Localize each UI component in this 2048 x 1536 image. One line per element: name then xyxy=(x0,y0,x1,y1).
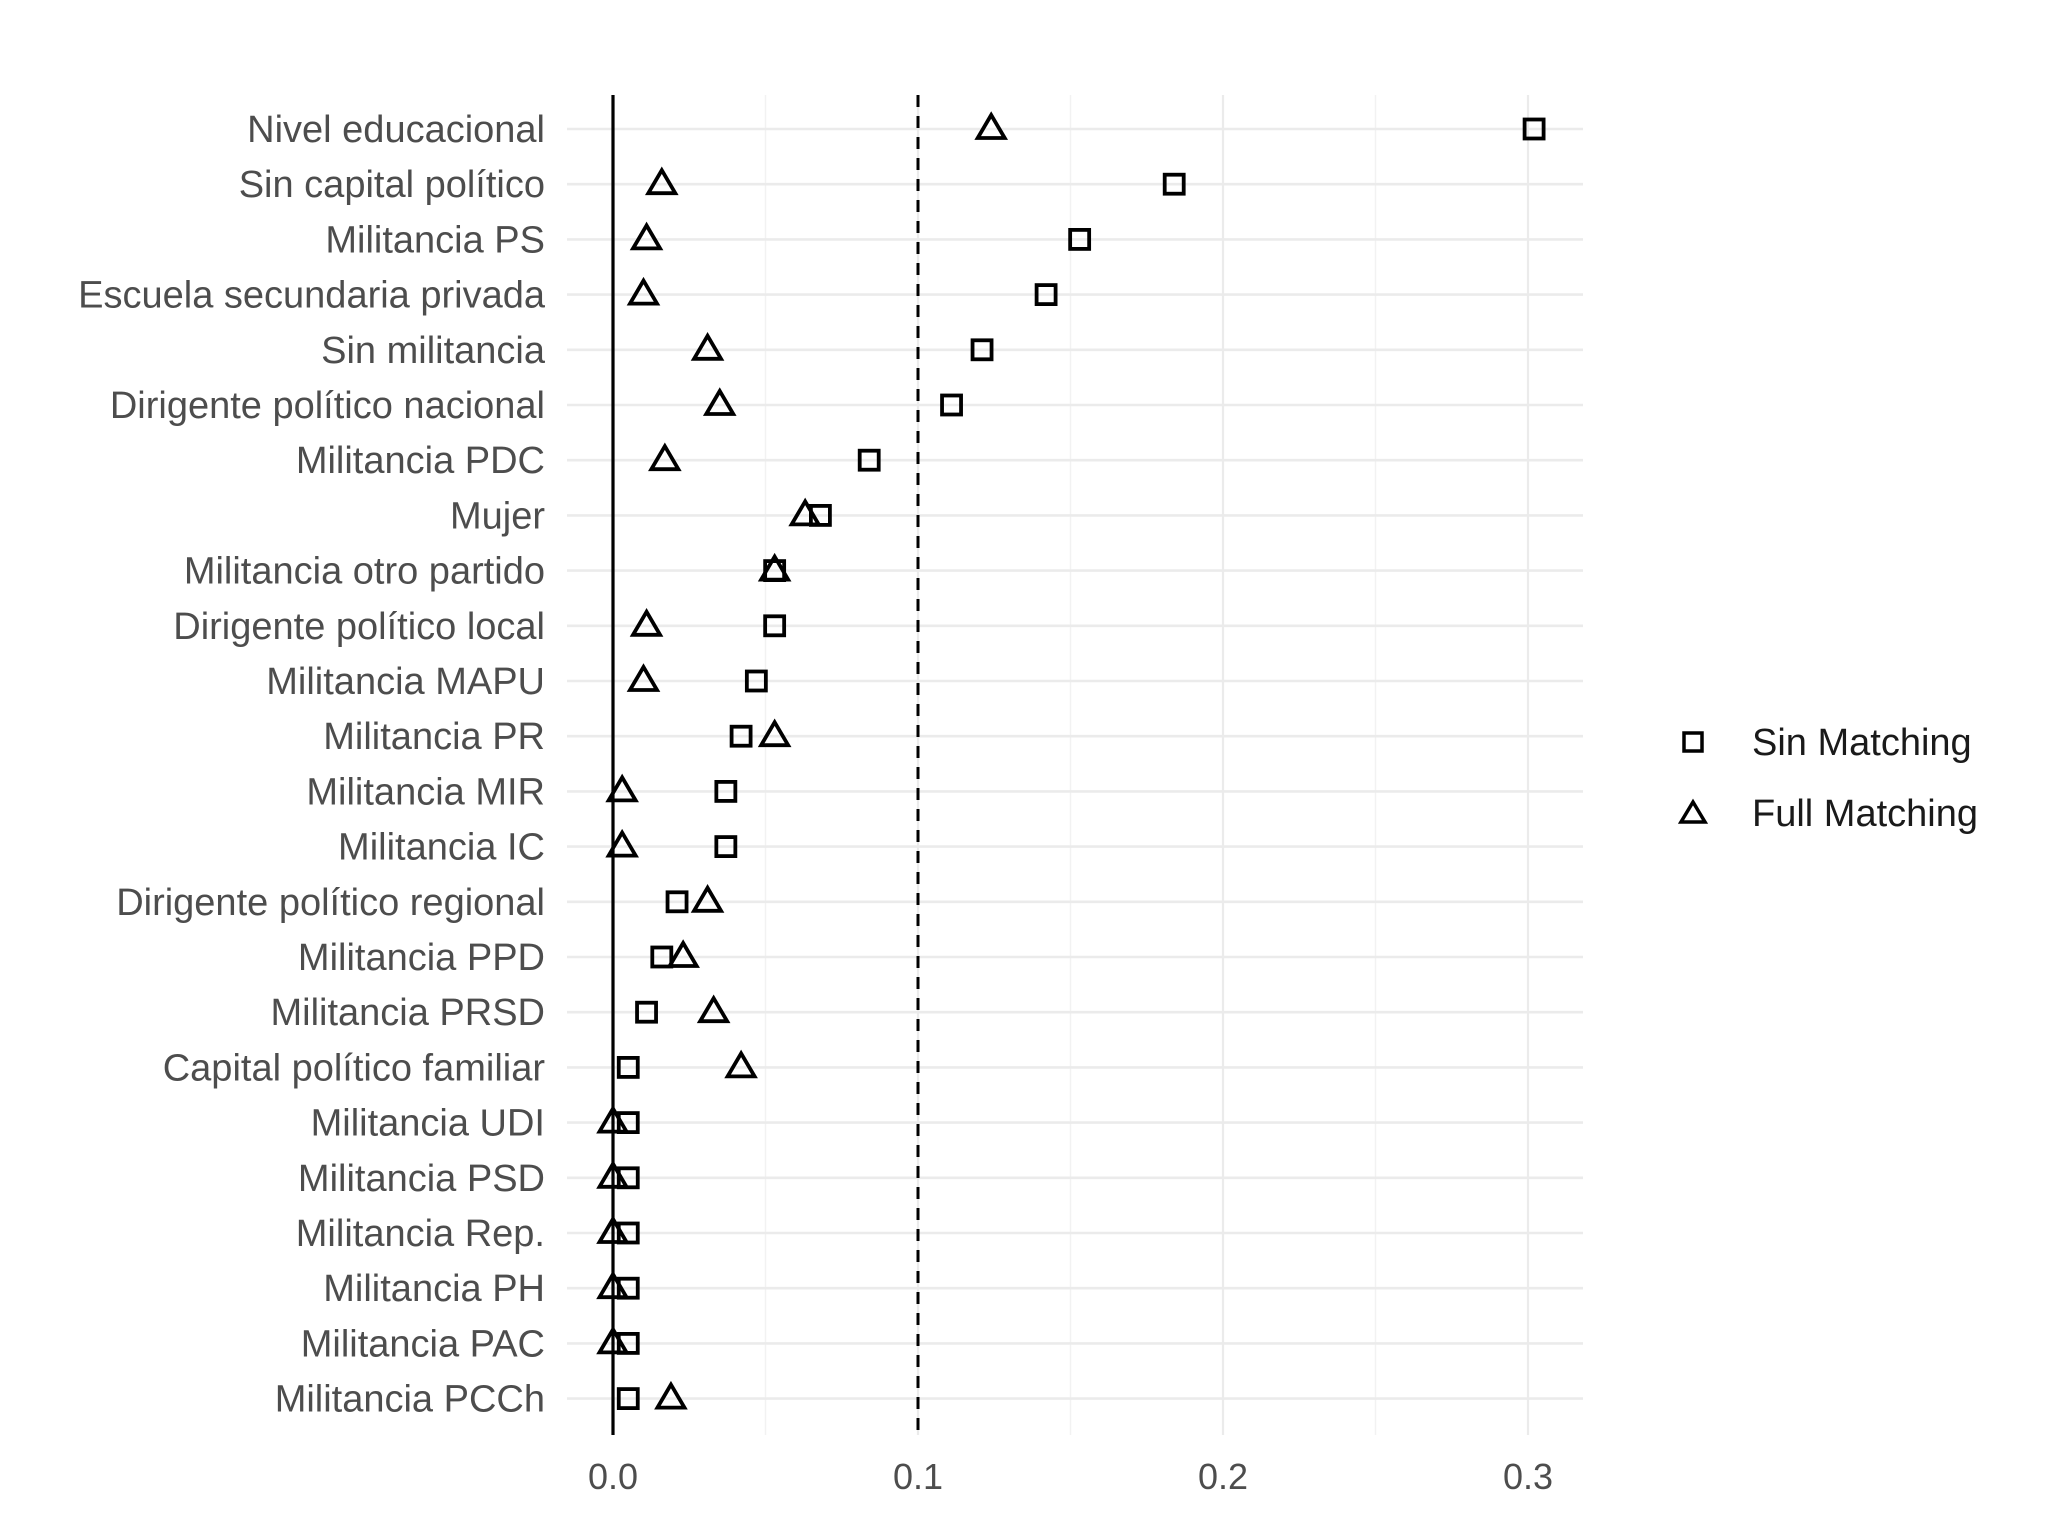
point-sin-matching-escuela-secundaria-privada xyxy=(1034,283,1058,307)
point-full-matching-escuela-secundaria-privada xyxy=(626,276,661,306)
point-full-matching-mujer xyxy=(788,497,822,527)
point-sin-matching-dirigente-politico-local xyxy=(763,614,787,638)
data-points xyxy=(596,111,1546,1410)
point-full-matching-militancia-ppd xyxy=(666,939,700,968)
y-label-sin-capital-politico: Sin capital político xyxy=(239,164,545,206)
point-full-matching-sin-militancia xyxy=(690,332,725,361)
point-full-matching-nivel-educacional xyxy=(974,111,1009,140)
y-label-dirigente-politico-nacional: Dirigente político nacional xyxy=(110,385,545,427)
legend-label-full-matching: Full Matching xyxy=(1752,793,1978,835)
x-tick-label: 0.0 xyxy=(588,1456,638,1497)
point-full-matching-militancia-mapu xyxy=(626,663,661,692)
point-full-matching-militancia-mir xyxy=(605,773,639,803)
y-label-militancia-ic: Militancia IC xyxy=(338,827,545,869)
point-full-matching-militancia-rep xyxy=(596,1215,630,1244)
legend-square-icon xyxy=(1682,731,1704,753)
y-label-sin-militancia: Sin militancia xyxy=(321,330,546,372)
reference-lines xyxy=(611,95,920,1435)
y-label-capital-politico-familiar: Capital político familiar xyxy=(163,1047,546,1089)
y-label-dirigente-politico-regional: Dirigente político regional xyxy=(116,882,545,924)
y-label-militancia-prsd: Militancia PRSD xyxy=(270,992,545,1034)
x-axis-ticks: 0.0 0.1 0.2 0.3 xyxy=(588,1456,1553,1497)
point-full-matching-militancia-ph xyxy=(596,1270,630,1300)
y-label-militancia-pr: Militancia PR xyxy=(323,716,545,758)
y-label-escuela-secundaria-privada: Escuela secundaria privada xyxy=(78,275,546,317)
y-label-militancia-udi: Militancia UDI xyxy=(311,1103,545,1145)
point-sin-matching-militancia-ppd xyxy=(650,945,674,969)
x-tick-label: 0.3 xyxy=(1503,1456,1553,1497)
point-full-matching-militancia-pcch xyxy=(654,1380,688,1410)
point-full-matching-militancia-pac xyxy=(596,1325,630,1355)
point-sin-matching-militancia-pr xyxy=(729,724,753,748)
point-sin-matching-capital-politico-familiar xyxy=(616,1056,640,1079)
y-label-nivel-educacional: Nivel educacional xyxy=(247,109,545,151)
point-sin-matching-militancia-pdc xyxy=(857,448,881,472)
point-sin-matching-militancia-mapu xyxy=(744,669,768,693)
x-tick-label: 0.2 xyxy=(1198,1456,1248,1497)
y-label-militancia-pcch: Militancia PCCh xyxy=(275,1379,545,1421)
y-label-mujer: Mujer xyxy=(450,495,545,537)
y-label-militancia-ppd: Militancia PPD xyxy=(298,937,545,979)
y-label-militancia-pac: Militancia PAC xyxy=(301,1323,545,1365)
grid-layer xyxy=(567,95,1583,1435)
point-sin-matching-militancia-pcch xyxy=(616,1387,640,1410)
point-sin-matching-dirigente-politico-nacional xyxy=(940,393,963,417)
y-label-militancia-otro-partido: Militancia otro partido xyxy=(184,551,545,593)
point-full-matching-militancia-pr xyxy=(757,718,792,748)
point-full-matching-capital-politico-familiar xyxy=(724,1049,758,1079)
point-sin-matching-sin-militancia xyxy=(970,338,994,362)
point-full-matching-militancia-pdc xyxy=(648,442,682,472)
point-sin-matching-nivel-educacional xyxy=(1522,117,1546,141)
point-full-matching-militancia-otro-partido xyxy=(757,552,792,582)
point-sin-matching-militancia-mir xyxy=(714,780,738,803)
legend-triangle-icon xyxy=(1677,798,1709,824)
point-full-matching-militancia-udi xyxy=(596,1104,630,1134)
point-sin-matching-militancia-ic xyxy=(714,835,738,858)
point-full-matching-sin-capital-politico xyxy=(644,166,679,196)
point-full-matching-militancia-ic xyxy=(605,828,639,858)
y-label-militancia-mapu: Militancia MAPU xyxy=(266,661,545,703)
point-sin-matching-dirigente-politico-regional xyxy=(665,890,689,914)
y-label-militancia-rep: Militancia Rep. xyxy=(296,1213,545,1255)
point-sin-matching-militancia-ps xyxy=(1068,227,1092,251)
legend-label-sin-matching: Sin Matching xyxy=(1752,722,1972,764)
point-full-matching-dirigente-politico-nacional xyxy=(702,387,737,416)
legend: Sin Matching Full Matching xyxy=(1677,722,1978,835)
point-full-matching-militancia-psd xyxy=(596,1160,630,1189)
y-label-militancia-mir: Militancia MIR xyxy=(306,771,545,813)
point-full-matching-dirigente-politico-local xyxy=(629,608,664,637)
point-full-matching-militancia-prsd xyxy=(696,994,731,1024)
point-sin-matching-militancia-prsd xyxy=(635,1000,658,1024)
y-axis-labels: Nivel educacional Sin capital político Mil… xyxy=(78,109,546,1421)
y-label-militancia-ph: Militancia PH xyxy=(323,1268,545,1310)
point-full-matching-militancia-ps xyxy=(629,221,664,251)
y-label-militancia-psd: Militancia PSD xyxy=(298,1158,545,1200)
point-full-matching-dirigente-politico-regional xyxy=(690,884,725,913)
point-sin-matching-sin-capital-politico xyxy=(1162,172,1186,196)
y-label-dirigente-politico-local: Dirigente político local xyxy=(173,606,545,648)
x-tick-label: 0.1 xyxy=(893,1456,943,1497)
y-label-militancia-pdc: Militancia PDC xyxy=(296,440,545,482)
y-label-militancia-ps: Militancia PS xyxy=(325,219,545,261)
